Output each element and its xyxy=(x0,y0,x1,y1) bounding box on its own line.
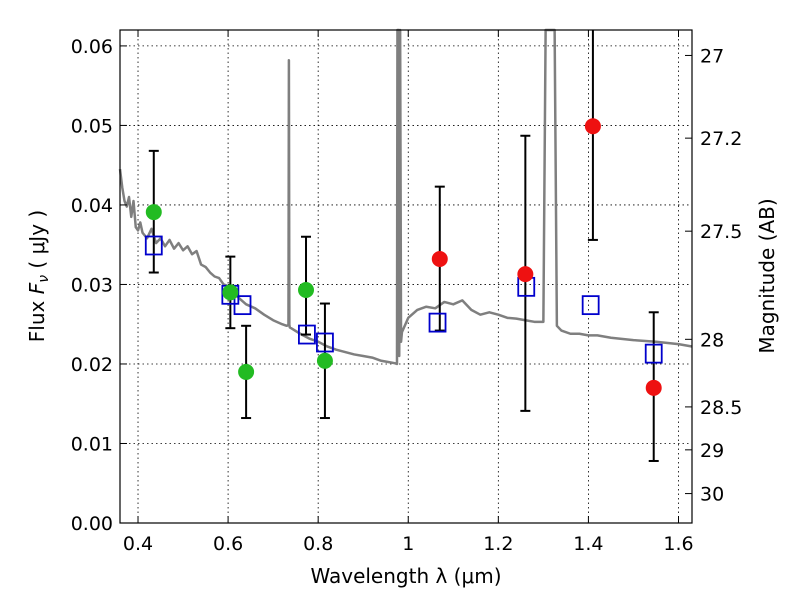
y-tick-label: 0.02 xyxy=(71,354,113,376)
model-photometry-square xyxy=(316,332,334,353)
data-point-circle xyxy=(316,352,333,369)
y-tick-label: 0.04 xyxy=(71,195,113,217)
data-point-circle xyxy=(517,266,534,283)
model-photometry-square xyxy=(233,295,252,316)
data-point-circle xyxy=(298,282,315,299)
y-tick-label: 0.06 xyxy=(71,36,113,58)
data-point-circle xyxy=(222,284,239,301)
y-tick-label: 0.05 xyxy=(71,115,113,137)
y2-tick-label: 28.5 xyxy=(700,397,742,419)
y2-tick-label: 27.5 xyxy=(700,221,742,243)
model-photometry-square xyxy=(144,235,163,256)
y-tick-label: 0.00 xyxy=(71,513,113,535)
error-bars xyxy=(148,30,659,462)
y2-axis-title: Magnitude (AB) xyxy=(755,198,779,353)
data-point-circle xyxy=(645,379,662,396)
data-point-circle xyxy=(145,204,162,221)
x-tick-label: 1.6 xyxy=(663,533,693,555)
y-tick-label: 0.01 xyxy=(71,433,113,455)
model-photometry-square xyxy=(298,324,316,345)
data-markers xyxy=(144,118,663,396)
data-point-circle xyxy=(584,118,601,135)
x-tick-label: 1.4 xyxy=(573,533,603,555)
model-photometry-square xyxy=(428,312,447,333)
x-tick-label: 0.6 xyxy=(213,533,243,555)
grid xyxy=(120,30,692,524)
x-axis-title: Wavelength λ (μm) xyxy=(310,564,501,588)
x-tick-label: 0.8 xyxy=(303,533,333,555)
y-axis-title: Flux Fν ( μJy ) xyxy=(25,210,52,342)
model-sed-layer xyxy=(118,28,693,366)
model-photometry-square xyxy=(644,343,663,364)
x-tick-label: 0.4 xyxy=(123,533,153,555)
data-point-circle xyxy=(431,251,448,268)
y2-tick-label: 27.2 xyxy=(700,128,742,150)
model-sed-line xyxy=(118,28,693,366)
plot-frame xyxy=(119,29,693,524)
model-photometry-square xyxy=(581,295,600,316)
y2-tick-label: 27 xyxy=(700,45,724,67)
y2-tick-label: 29 xyxy=(700,440,724,462)
data-point-circle xyxy=(238,363,255,380)
x-tick-label: 1.2 xyxy=(483,533,513,555)
y2-tick-label: 30 xyxy=(700,484,724,506)
ticks: 0.4 0.6 0.8 1 1.2 1.4 1.6 0.00 0.01 0.02 0.03 0.04 0… xyxy=(71,30,742,555)
x-tick-label: 1 xyxy=(402,533,414,555)
y2-tick-label: 28 xyxy=(700,329,724,351)
y-tick-label: 0.03 xyxy=(71,274,113,296)
